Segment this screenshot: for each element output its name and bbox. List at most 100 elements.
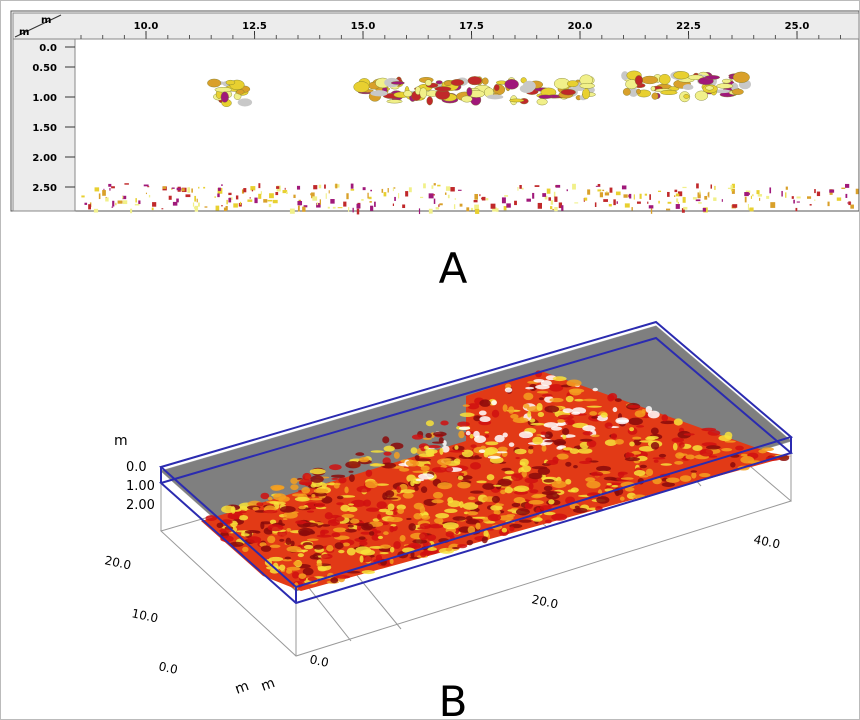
- texture: [431, 441, 444, 444]
- anomaly: [461, 95, 473, 103]
- noise: [666, 208, 671, 211]
- noise: [420, 196, 424, 199]
- anomaly: [636, 88, 641, 95]
- texture: [474, 455, 480, 459]
- texture: [454, 526, 460, 535]
- noise: [318, 184, 322, 189]
- texture: [383, 445, 395, 452]
- texture: [238, 514, 249, 521]
- texture: [761, 447, 774, 452]
- noise: [759, 197, 761, 201]
- texture: [393, 511, 398, 515]
- noise: [328, 190, 330, 194]
- noise: [609, 187, 613, 193]
- texture: [379, 544, 391, 549]
- texture: [718, 435, 732, 442]
- texture: [504, 470, 515, 475]
- noise: [454, 198, 457, 200]
- texture: [573, 465, 578, 469]
- noise: [433, 183, 436, 186]
- depth-unit: m: [114, 433, 128, 449]
- texture: [562, 447, 573, 451]
- noise: [249, 197, 251, 199]
- noise: [744, 192, 749, 197]
- texture: [494, 503, 505, 507]
- noise: [503, 206, 507, 211]
- texture: [283, 511, 298, 519]
- texture: [527, 410, 532, 418]
- texture: [536, 403, 543, 411]
- noise: [284, 187, 286, 190]
- texture: [646, 435, 659, 440]
- texture: [418, 473, 434, 480]
- corner-unit: m: [259, 675, 277, 695]
- texture: [341, 513, 355, 519]
- noise: [221, 184, 223, 186]
- noise: [135, 198, 137, 203]
- noise: [550, 200, 554, 205]
- texture: [491, 495, 501, 503]
- texture: [478, 449, 486, 454]
- anomaly: [386, 99, 403, 104]
- texture: [615, 417, 629, 425]
- noise: [608, 203, 612, 207]
- texture: [509, 526, 515, 532]
- texture: [369, 463, 386, 467]
- texture: [570, 487, 579, 493]
- noise: [506, 203, 511, 208]
- texture: [380, 462, 397, 469]
- noise: [369, 201, 372, 203]
- noise: [490, 203, 496, 209]
- texture: [586, 480, 601, 489]
- anomaly: [504, 79, 519, 90]
- noise: [418, 208, 421, 215]
- texture: [600, 412, 608, 418]
- noise: [470, 207, 474, 211]
- noise: [438, 204, 440, 207]
- texture: [282, 559, 293, 562]
- noise: [431, 185, 434, 189]
- noise: [749, 207, 754, 212]
- texture: [346, 547, 356, 556]
- anomaly: [673, 71, 690, 80]
- noise: [428, 208, 433, 214]
- y-tick-label: 20.0: [103, 553, 132, 572]
- texture: [459, 501, 464, 509]
- noise: [757, 194, 763, 197]
- texture: [527, 448, 534, 454]
- noise: [319, 199, 321, 205]
- texture: [410, 479, 415, 487]
- anomaly: [520, 77, 527, 84]
- texture: [565, 395, 574, 403]
- noise: [450, 187, 455, 192]
- noise: [275, 192, 279, 196]
- noise: [316, 202, 321, 208]
- texture: [370, 450, 384, 453]
- texture: [620, 477, 634, 480]
- texture: [582, 398, 598, 402]
- noise: [316, 202, 319, 206]
- texture: [324, 512, 333, 520]
- texture: [650, 427, 659, 435]
- noise: [408, 187, 412, 193]
- noise: [599, 192, 604, 198]
- anomaly: [658, 73, 671, 85]
- texture: [348, 503, 355, 506]
- noise: [621, 185, 627, 190]
- texture: [458, 426, 471, 431]
- corner-divider: [14, 14, 62, 38]
- anomaly: [214, 87, 232, 93]
- texture: [641, 408, 646, 414]
- noise: [381, 188, 384, 193]
- texture: [425, 433, 432, 439]
- texture: [735, 445, 744, 451]
- noise: [537, 202, 542, 209]
- texture: [690, 470, 698, 473]
- texture: [590, 471, 604, 477]
- texture: [639, 464, 647, 469]
- anomaly: [660, 89, 678, 95]
- texture: [565, 461, 572, 467]
- y-tick-label: 2.50: [32, 183, 57, 194]
- texture: [290, 477, 298, 485]
- texture: [515, 456, 520, 460]
